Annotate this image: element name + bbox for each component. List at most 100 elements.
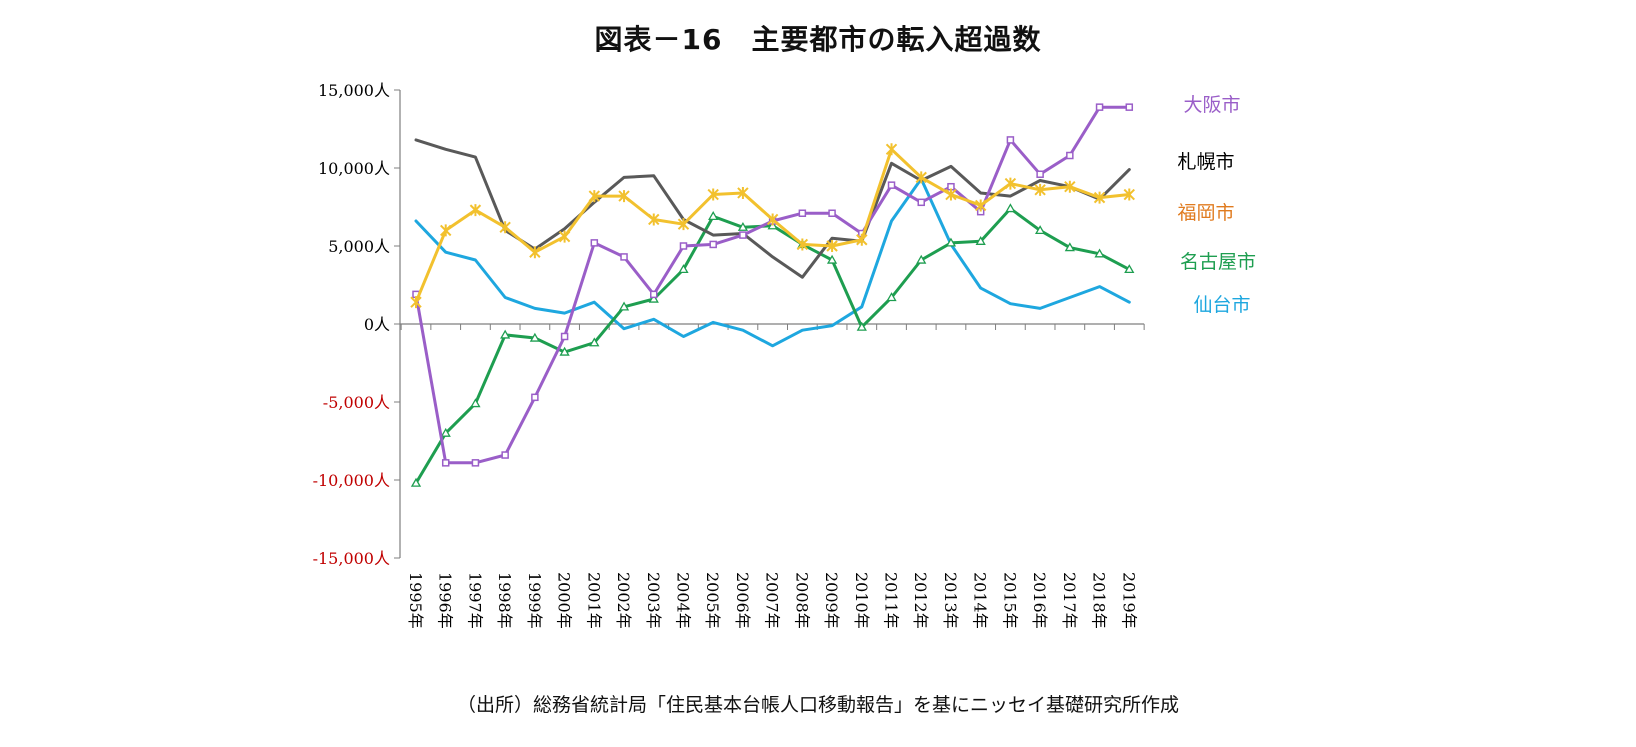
x-tick-label: 2015年 — [1000, 572, 1019, 629]
data-point-osaka — [828, 209, 836, 217]
data-point-fukuoka — [1064, 180, 1076, 193]
x-tick-label: 2001年 — [584, 572, 603, 629]
data-point-nagoya — [708, 211, 719, 221]
data-point-nagoya — [559, 346, 570, 356]
series-label-sapporo: 札幌市 — [1177, 151, 1234, 173]
y-tick-label: 0人 — [364, 315, 390, 334]
data-point-osaka — [887, 181, 896, 189]
x-tick-label: 2002年 — [614, 572, 633, 629]
series-label-fukuoka: 福岡市 — [1177, 202, 1234, 224]
data-point-fukuoka — [796, 238, 809, 251]
x-tick-label: 2009年 — [822, 572, 841, 629]
x-tick-label: 2012年 — [911, 572, 930, 629]
x-tick-label: 2017年 — [1060, 572, 1079, 629]
data-point-sapporo — [652, 174, 655, 177]
data-point-sendai — [533, 307, 536, 310]
data-point-sapporo — [831, 237, 834, 240]
data-point-nagoya — [916, 254, 927, 264]
x-tick-label: 2013年 — [941, 572, 960, 629]
x-tick-label: 2008年 — [792, 572, 811, 629]
data-point-osaka — [501, 451, 509, 459]
y-tick-label: 15,000人 — [318, 81, 390, 100]
data-point-sendai — [712, 321, 715, 324]
y-tick-label: 10,000人 — [318, 159, 390, 178]
data-point-fukuoka — [1093, 191, 1106, 204]
data-point-osaka — [531, 393, 539, 402]
data-point-sapporo — [415, 138, 418, 141]
data-point-sendai — [1098, 285, 1101, 288]
data-point-sapporo — [890, 162, 893, 165]
data-point-osaka — [917, 198, 925, 207]
y-tick-label: -15,000人 — [313, 549, 390, 568]
data-point-fukuoka — [410, 296, 422, 309]
data-point-sendai — [563, 312, 566, 315]
x-axis-ticks: 1995年 1996年 1997年 1998年 1999年 2000年 2001年 2002年… — [400, 324, 1145, 629]
data-point-sapporo — [563, 227, 566, 230]
series-label-osaka: 大阪市 — [1183, 94, 1240, 116]
x-tick-label: 2004年 — [673, 572, 692, 629]
data-point-nagoya — [470, 398, 481, 408]
x-tick-label: 1998年 — [495, 572, 514, 629]
data-point-sendai — [890, 220, 893, 223]
data-point-fukuoka — [826, 240, 838, 252]
data-point-nagoya — [737, 221, 749, 231]
data-point-osaka — [590, 239, 599, 247]
data-point-fukuoka — [558, 230, 571, 243]
data-point-fukuoka — [885, 143, 898, 156]
data-point-sendai — [741, 329, 744, 332]
y-tick-label: -5,000人 — [323, 393, 390, 412]
data-point-fukuoka — [1123, 188, 1135, 201]
data-point-osaka — [560, 332, 569, 341]
series-line-sendai — [414, 177, 1131, 348]
data-point-fukuoka — [648, 213, 660, 226]
data-point-nagoya — [500, 329, 511, 339]
data-point-osaka — [709, 240, 717, 249]
data-point-fukuoka — [915, 171, 927, 184]
data-point-osaka — [739, 231, 747, 239]
x-tick-label: 2011年 — [882, 572, 901, 629]
data-point-fukuoka — [737, 186, 749, 199]
data-point-sendai — [623, 327, 626, 330]
data-point-fukuoka — [469, 204, 482, 217]
data-point-nagoya — [648, 293, 659, 303]
data-point-sapporo — [949, 165, 952, 168]
data-point-nagoya — [1034, 225, 1046, 235]
x-tick-label: 1996年 — [436, 572, 455, 629]
x-tick-label: 2005年 — [703, 572, 722, 629]
source-note: （出所）総務省統計局「住民基本台帳人口移動報告」を基にニッセイ基礎研究所作成 — [456, 694, 1179, 716]
data-point-osaka — [441, 459, 450, 467]
series-layer — [410, 103, 1135, 487]
data-point-sapporo — [623, 176, 626, 179]
series-label-sendai: 仙台市 — [1193, 294, 1250, 316]
data-point-sapporo — [444, 148, 447, 151]
data-point-fukuoka — [529, 246, 541, 259]
data-point-sendai — [593, 301, 596, 304]
data-point-sendai — [771, 344, 774, 347]
data-point-sendai — [415, 220, 418, 223]
data-point-fukuoka — [618, 190, 630, 203]
data-point-nagoya — [945, 237, 957, 247]
data-point-fukuoka — [856, 233, 868, 246]
axes — [399, 90, 1145, 558]
data-point-nagoya — [440, 427, 451, 437]
x-tick-label: 2003年 — [644, 572, 663, 629]
data-point-fukuoka — [974, 199, 987, 212]
data-point-sendai — [1128, 301, 1131, 304]
data-point-fukuoka — [677, 218, 690, 231]
data-point-nagoya — [826, 254, 838, 264]
data-point-osaka — [1125, 103, 1134, 111]
data-point-nagoya — [529, 332, 541, 342]
data-point-osaka — [620, 253, 628, 261]
chart-title: 図表－16 主要都市の転入超過数 — [594, 23, 1042, 56]
data-point-nagoya — [1124, 264, 1135, 274]
data-point-fukuoka — [766, 213, 779, 226]
data-point-osaka — [650, 290, 658, 299]
data-point-osaka — [1036, 170, 1044, 178]
x-tick-label: 2019年 — [1119, 572, 1138, 629]
data-point-fukuoka — [1004, 177, 1017, 190]
data-point-nagoya — [410, 477, 422, 487]
data-point-nagoya — [678, 264, 689, 274]
x-tick-label: 2006年 — [733, 572, 752, 629]
data-point-sapporo — [1009, 195, 1012, 198]
